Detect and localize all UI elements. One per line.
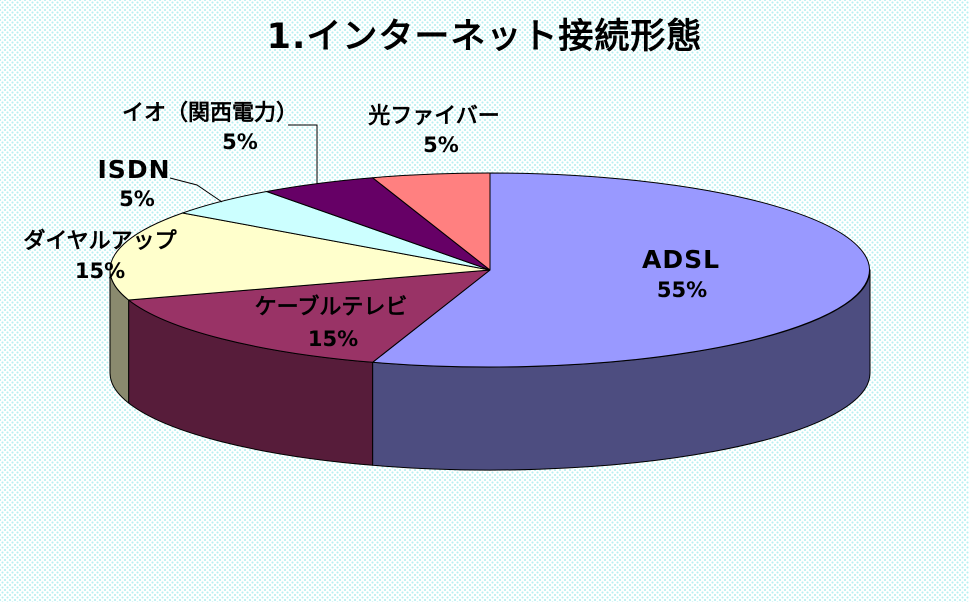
- slice-pct-eo-kansai: 5%: [222, 130, 258, 154]
- pie-slice-cable-tv: [128, 269, 491, 363]
- pie-slice-dialup: [109, 212, 491, 301]
- slice-pct-cable-tv: 15%: [307, 327, 359, 351]
- slice-pct-isdn: 5%: [119, 187, 155, 211]
- chart-title: 1.インターネット接続形態: [266, 17, 703, 57]
- slice-label-isdn: ISDN: [97, 155, 171, 184]
- leader-line-eo-kansai: [288, 124, 318, 184]
- pie-slice-adsl: [372, 172, 870, 368]
- slice-label-eo-kansai: イオ（関西電力）: [121, 101, 299, 126]
- slice-label-dialup: ダイヤルアップ: [23, 229, 177, 254]
- slice-label-cable-tv: ケーブルテレビ: [254, 295, 408, 320]
- slice-pct-dialup: 15%: [74, 259, 126, 283]
- slice-pct-adsl: 55%: [656, 278, 708, 302]
- leader-line-isdn: [169, 177, 223, 203]
- pie-slice-fiber: [372, 172, 491, 271]
- slice-pct-fiber: 5%: [423, 133, 459, 157]
- slice-label-adsl: ADSL: [641, 245, 721, 274]
- slice-label-fiber: 光ファイバー: [368, 104, 500, 129]
